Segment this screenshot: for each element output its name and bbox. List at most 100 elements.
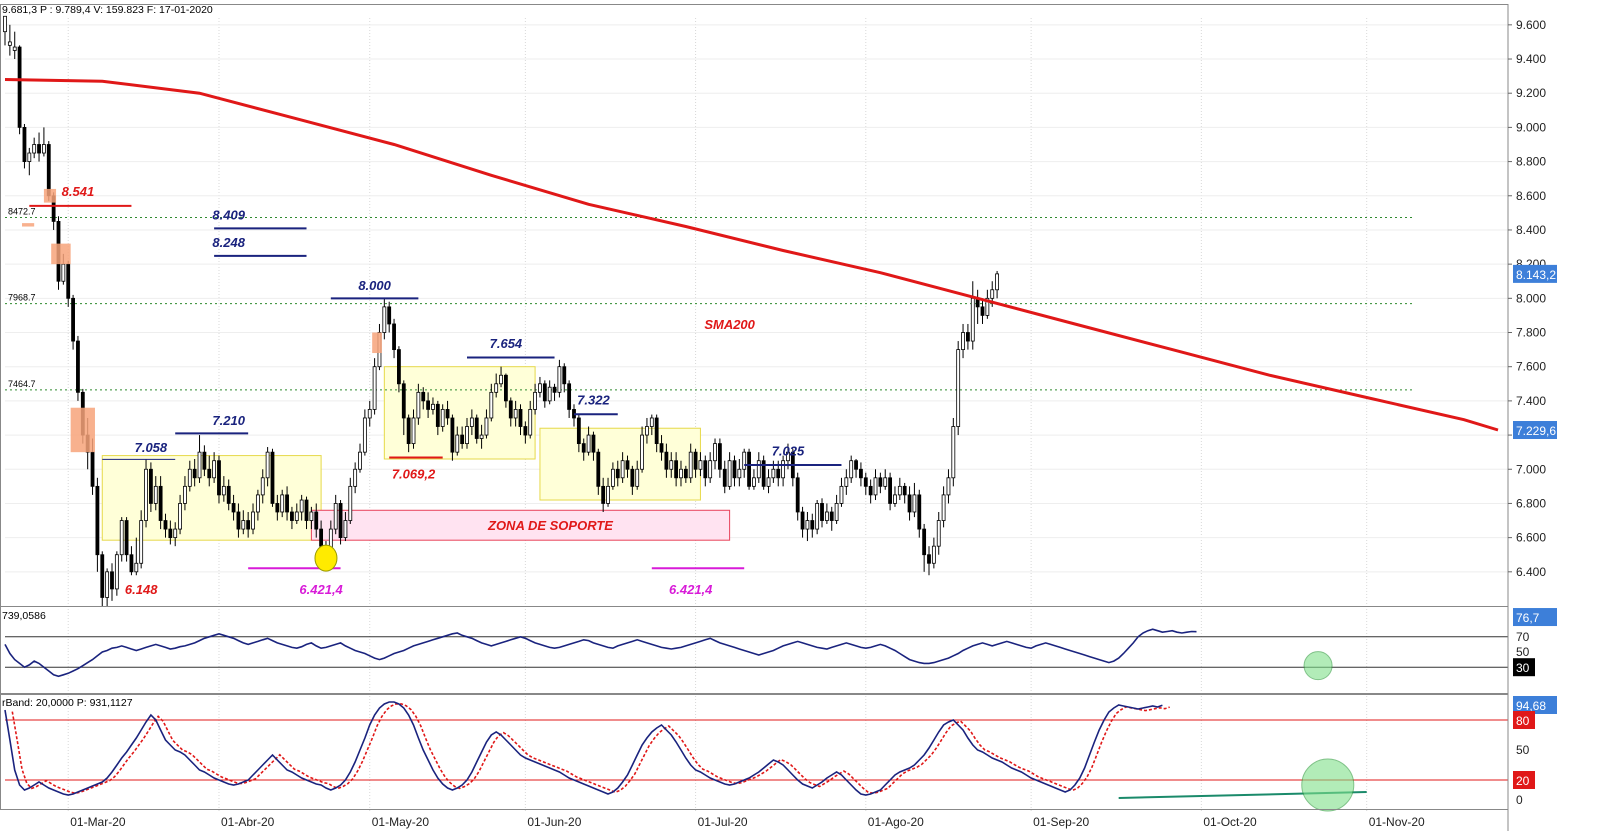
candle-body	[353, 468, 358, 487]
y-tick-label: 6.800	[1516, 496, 1546, 510]
candle-body	[708, 460, 713, 479]
candle-body	[640, 434, 644, 470]
candle-body	[3, 15, 7, 33]
rsi-highlight-circle	[1303, 651, 1333, 681]
y-tick-label: 8.800	[1516, 155, 1546, 169]
candle-body	[562, 366, 567, 385]
candle-body	[484, 417, 489, 436]
candle-body	[114, 554, 119, 590]
candle-body	[922, 528, 927, 556]
candle-body	[465, 426, 469, 445]
candle-body	[299, 499, 304, 513]
candle-body	[163, 520, 168, 530]
x-tick-label: 01-Mar-20	[70, 815, 126, 829]
candle-body	[732, 460, 737, 479]
candle-body	[888, 477, 893, 504]
candle-body	[591, 434, 596, 453]
gap-box	[372, 332, 382, 354]
candle-body	[533, 391, 537, 410]
candle-body	[844, 477, 849, 487]
candle-body	[148, 468, 153, 504]
candle-body	[445, 409, 450, 419]
candle-body	[440, 409, 445, 427]
candle-body	[61, 263, 66, 282]
candle-body	[873, 477, 878, 496]
candle-body	[829, 511, 834, 521]
candle-body	[105, 571, 110, 598]
candle-body	[557, 366, 562, 393]
candle-body	[212, 460, 217, 479]
chart-text: SMA200	[704, 317, 755, 332]
candle-body	[688, 451, 693, 479]
candle-body	[217, 460, 221, 496]
y-tick-label: 6.600	[1516, 531, 1546, 545]
candle-body	[659, 443, 664, 453]
level-label: 7.025	[772, 444, 805, 459]
candle-body	[538, 383, 542, 393]
candle-body	[411, 417, 416, 445]
candle-body	[615, 468, 620, 479]
chart-text: 6.148	[125, 582, 158, 597]
gap-boxes	[22, 188, 382, 453]
candle-body	[207, 468, 212, 479]
zone-range-3	[539, 427, 701, 501]
candle-body	[893, 494, 897, 504]
candle-body	[450, 417, 455, 453]
candle-body	[358, 451, 362, 470]
candle-body	[469, 417, 474, 427]
x-tick-label: 01-Jul-20	[698, 815, 748, 829]
rsi-30-badge-bg	[1513, 658, 1535, 677]
sma200-series	[4, 78, 1499, 432]
candle-body	[703, 460, 708, 479]
candle-body	[504, 374, 508, 402]
candle-body	[192, 468, 197, 479]
y-tick-label: 7.400	[1516, 394, 1546, 408]
candle-body	[737, 468, 742, 479]
candle-body	[742, 451, 747, 470]
candle-body	[508, 400, 513, 419]
candle-body	[455, 434, 460, 453]
y-tick-label: 9.400	[1516, 52, 1546, 66]
dotted-level-label: 7464.7	[8, 379, 36, 389]
candle-body	[100, 554, 105, 598]
last-price-badge: 8.143,2	[1516, 268, 1556, 282]
candle-body	[333, 503, 338, 530]
candle-body	[221, 485, 226, 496]
candle-body	[27, 152, 32, 162]
candle-body	[654, 417, 659, 445]
candle-body	[713, 443, 717, 462]
candle-body	[41, 144, 46, 154]
horizontal-levels: 8.541 8.409 8.248 8.000 7.654 7.322 7.210 7.058…	[29, 184, 842, 597]
candle-body	[824, 511, 829, 521]
level-label: 8.248	[212, 235, 245, 250]
sma-value-badge: 7.229,6	[1516, 424, 1556, 438]
candle-body	[401, 383, 406, 419]
candle-body	[815, 503, 820, 530]
stoch-line	[4, 701, 1163, 796]
candle-body	[494, 383, 499, 393]
candle-body	[119, 520, 124, 556]
candle-body	[820, 503, 824, 521]
candle-body	[431, 403, 435, 410]
candle-body	[226, 485, 231, 504]
candle-body	[270, 451, 275, 504]
y-tick-label: 9.200	[1516, 86, 1546, 100]
level-label: 8.000	[358, 278, 391, 293]
level-label: 7.654	[490, 336, 523, 351]
dotted-level-label: 7968.7	[8, 293, 36, 303]
rsi-30-badge: 30	[1516, 661, 1530, 675]
y-tick-label: 9.000	[1516, 120, 1546, 134]
level-label: 6.421,4	[299, 582, 343, 597]
candle-body	[936, 520, 941, 547]
y-tick-label: 8.000	[1516, 291, 1546, 305]
candle-body	[645, 426, 649, 436]
candle-body	[542, 383, 547, 402]
y-tick-label: 8.400	[1516, 223, 1546, 237]
candle-body	[7, 41, 12, 46]
candle-body	[251, 511, 255, 530]
candle-body	[90, 451, 95, 487]
candle-body	[800, 511, 805, 530]
candle-body	[290, 511, 294, 521]
candle-body	[781, 460, 786, 479]
